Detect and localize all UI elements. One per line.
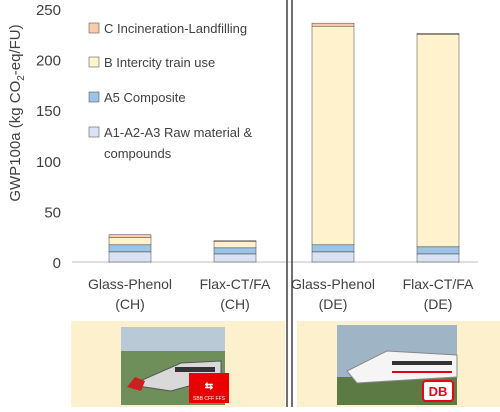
bar-segment <box>108 251 152 263</box>
y-tick-label: 150 <box>36 103 61 120</box>
bar-segment <box>311 244 355 253</box>
svg-text:⇆: ⇆ <box>205 381 214 392</box>
x-tick-label: (CH) <box>220 296 250 312</box>
legend-label: B Intercity train use <box>104 55 215 70</box>
bar-segment <box>416 34 460 248</box>
db-logo <box>422 380 454 402</box>
y-tick-label: 200 <box>36 53 61 70</box>
y-axis-title: GWP100a (kg CO2-eq/FU) <box>7 24 27 201</box>
legend-label: compounds <box>104 146 172 161</box>
y-tick-label: 0 <box>53 255 61 272</box>
x-tick-label: Glass-Phenol <box>291 276 375 292</box>
bar-segment <box>311 22 355 27</box>
bar-segment <box>311 251 355 263</box>
legend-swatch <box>88 56 100 68</box>
legend-label: A5 Composite <box>104 90 186 105</box>
legend-swatch <box>88 22 100 34</box>
german-train-photo: DB <box>337 325 458 405</box>
x-tick-label: (DE) <box>319 296 348 312</box>
bar-segment <box>416 33 460 35</box>
x-tick-label: Flax-CT/FA <box>200 276 271 292</box>
bar-segment <box>213 241 257 249</box>
bar-segment <box>108 237 152 246</box>
legend-label: A1-A2-A3 Raw material & <box>104 125 252 140</box>
swiss-train-photo: ⇆ SBB CFF FFS <box>121 327 229 405</box>
y-tick-label: 100 <box>36 154 61 171</box>
legend-label: C Incineration-Landfilling <box>104 21 247 36</box>
bar-segment <box>108 234 152 238</box>
y-tick-label: 250 <box>36 2 61 19</box>
legend-swatch <box>88 91 100 103</box>
german-train-panel: DB <box>297 321 500 407</box>
sbb-logo <box>189 373 229 403</box>
bar-segment <box>311 25 355 246</box>
bar-segment <box>213 247 257 255</box>
x-tick-label: (CH) <box>115 296 145 312</box>
bar-segment <box>213 253 257 263</box>
x-tick-label: (DE) <box>424 296 453 312</box>
bar-segment <box>416 246 460 255</box>
bar-segment <box>416 253 460 263</box>
db-logo-text: DB <box>429 384 448 399</box>
x-tick-label: Glass-Phenol <box>88 276 172 292</box>
y-tick-label: 50 <box>44 204 61 221</box>
bar-segment <box>108 244 152 253</box>
bar-segment <box>213 240 257 243</box>
x-tick-label: Flax-CT/FA <box>403 276 474 292</box>
legend-swatch <box>88 126 100 138</box>
sbb-logo-text: SBB CFF FFS <box>193 396 226 402</box>
swiss-train-panel: ⇆ SBB CFF FFS <box>71 321 285 407</box>
